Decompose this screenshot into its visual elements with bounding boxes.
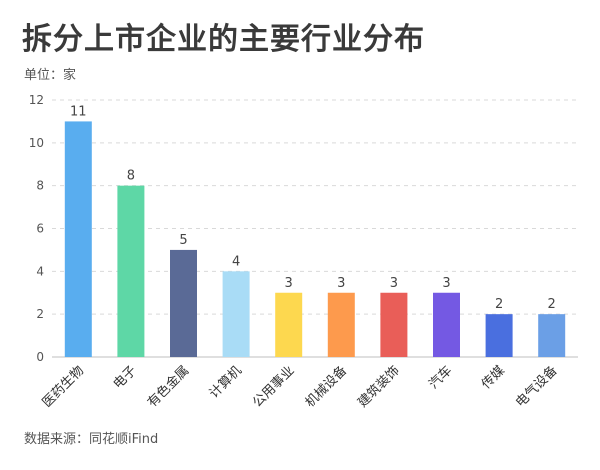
bar-value-label: 3 bbox=[390, 276, 398, 291]
bar-value-label: 11 bbox=[70, 104, 87, 119]
bar-value-label: 2 bbox=[548, 297, 556, 312]
category-label: 汽车 bbox=[426, 363, 456, 393]
bar bbox=[275, 292, 303, 357]
bar bbox=[64, 121, 92, 358]
y-tick-label: 4 bbox=[36, 264, 44, 278]
bar bbox=[327, 292, 355, 357]
bar bbox=[117, 185, 145, 357]
category-labels: 医药生物 电子 有色金属 计算机 公用事业 机械设备 建筑装饰 汽车 传媒 电气设备 bbox=[40, 363, 561, 411]
source-note: 数据来源：同花顺iFind bbox=[24, 432, 159, 447]
bar-value-label: 3 bbox=[337, 276, 345, 291]
unit-label: 单位：家 bbox=[24, 68, 77, 83]
y-tick-label: 0 bbox=[36, 350, 44, 364]
category-label: 公用事业 bbox=[250, 363, 297, 410]
y-tick-label: 10 bbox=[29, 136, 44, 150]
category-label: 机械设备 bbox=[302, 363, 350, 411]
category-label: 医药生物 bbox=[40, 363, 87, 410]
chart-title: 拆分上市企业的主要行业分布 bbox=[22, 22, 425, 57]
category-label: 建筑装饰 bbox=[355, 363, 403, 411]
bar bbox=[222, 271, 250, 357]
y-tick-label: 2 bbox=[36, 307, 44, 321]
bar-value-label: 3 bbox=[442, 276, 450, 291]
category-label: 传媒 bbox=[479, 363, 508, 392]
bar-value-label: 5 bbox=[179, 233, 187, 248]
bar bbox=[170, 249, 197, 357]
category-label: 电子 bbox=[111, 363, 140, 392]
bar bbox=[485, 314, 513, 357]
y-tick-label: 6 bbox=[36, 222, 44, 236]
category-label: 计算机 bbox=[207, 363, 245, 401]
y-tick-label: 8 bbox=[36, 179, 44, 193]
data-labels: 11 8 5 4 3 3 3 3 2 2 bbox=[70, 104, 556, 312]
bar-value-label: 8 bbox=[127, 169, 135, 184]
category-label: 有色金属 bbox=[144, 363, 192, 411]
bars bbox=[64, 121, 566, 358]
bar bbox=[433, 292, 460, 357]
category-label: 电气设备 bbox=[512, 363, 560, 411]
bar-value-label: 4 bbox=[232, 254, 240, 269]
bar bbox=[538, 314, 566, 357]
bar-value-label: 3 bbox=[285, 276, 293, 291]
bar bbox=[380, 292, 408, 357]
y-tick-label: 12 bbox=[29, 93, 44, 107]
bar-value-label: 2 bbox=[495, 297, 503, 312]
